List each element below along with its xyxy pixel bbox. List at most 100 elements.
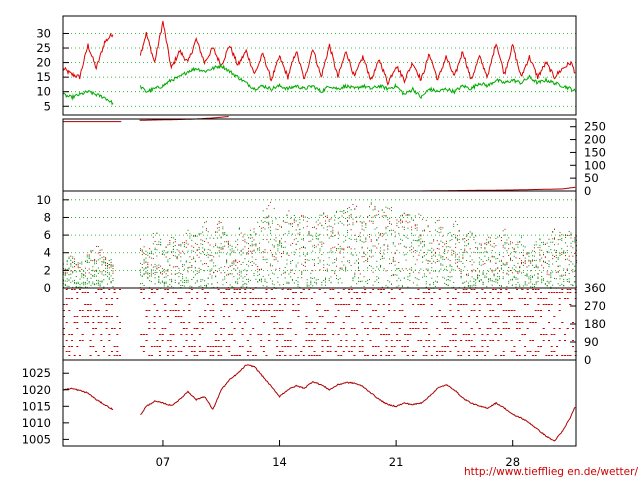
direction-point	[489, 310, 492, 311]
wind-point	[83, 277, 85, 279]
wind-point	[154, 249, 156, 250]
wind-point	[149, 252, 151, 254]
direction-point	[404, 346, 407, 347]
wind-ytick-label: 6	[44, 228, 51, 242]
wind-point	[315, 283, 317, 285]
wind-point	[568, 234, 570, 236]
wind-point	[165, 273, 167, 275]
wind-point	[259, 280, 260, 281]
wind-point	[326, 263, 328, 265]
wind-point	[383, 244, 385, 246]
direction-point	[340, 298, 343, 299]
wind-point	[299, 222, 301, 224]
wind-point	[414, 250, 416, 251]
wind-point	[358, 266, 359, 268]
wind-point	[451, 239, 453, 241]
wind-point	[174, 241, 176, 243]
wind-point	[370, 240, 372, 242]
wind-point	[268, 274, 270, 276]
wind-point	[445, 246, 447, 248]
wind-point	[374, 207, 376, 209]
wind-point	[200, 253, 202, 255]
wind-point	[414, 277, 416, 279]
wind-point	[209, 269, 211, 271]
wind-point	[145, 271, 147, 273]
direction-point	[73, 355, 76, 356]
wind-point	[352, 224, 354, 226]
credit-link[interactable]: http://www.tiefflieg en.de/wetter/	[464, 466, 639, 478]
wind-point	[510, 259, 511, 261]
wind-point	[550, 273, 552, 275]
wind-point	[475, 282, 477, 284]
direction-point	[409, 298, 412, 299]
direction-point	[353, 340, 356, 341]
wind-point	[502, 276, 504, 278]
wind-point	[552, 254, 554, 256]
direction-point	[561, 292, 564, 293]
wind-point	[460, 277, 462, 279]
direction-point	[489, 304, 492, 305]
wind-point	[312, 238, 314, 240]
wind-point	[572, 285, 574, 287]
wind-point	[145, 250, 147, 252]
direction-point	[316, 310, 319, 311]
wind-point	[444, 249, 446, 251]
wind-point	[312, 259, 314, 261]
wind-point	[557, 239, 559, 241]
wind-point	[345, 236, 347, 238]
wind-point	[358, 262, 359, 264]
wind-point	[442, 276, 444, 278]
wind-point	[392, 243, 394, 245]
direction-point	[76, 322, 79, 323]
wind-point	[561, 234, 563, 236]
wind-point	[145, 257, 147, 259]
direction-point	[481, 351, 484, 352]
direction-point	[460, 340, 463, 341]
wind-point	[425, 286, 427, 288]
wind-point	[453, 223, 455, 225]
wind-point	[211, 277, 213, 279]
direction-point	[220, 292, 223, 293]
wind-point	[376, 239, 378, 240]
wind-point	[147, 264, 149, 265]
wind-point	[389, 222, 391, 224]
wind-point	[363, 241, 365, 243]
wind-point	[180, 280, 182, 282]
wind-point	[484, 251, 486, 253]
direction-point	[401, 292, 404, 293]
direction-point	[510, 351, 513, 352]
direction-point	[542, 334, 545, 335]
wind-point	[218, 255, 220, 257]
direction-point	[198, 322, 201, 323]
direction-point	[81, 334, 84, 335]
wind-point	[378, 277, 380, 279]
wind-point	[401, 226, 403, 228]
wind-point	[185, 261, 187, 263]
wind-point	[420, 241, 422, 243]
wind-point	[284, 246, 286, 248]
wind-point	[517, 241, 519, 243]
wind-point	[517, 278, 519, 280]
direction-point	[425, 292, 428, 293]
wind-point	[204, 263, 206, 264]
direction-point	[153, 328, 156, 329]
wind-point	[149, 256, 151, 258]
direction-point	[273, 328, 276, 329]
wind-point	[273, 284, 275, 286]
wind-point	[444, 268, 446, 270]
wind-point	[251, 245, 253, 247]
wind-point	[423, 229, 425, 231]
wind-point	[385, 216, 387, 218]
wind-point	[306, 259, 308, 261]
wind-point	[475, 284, 477, 286]
wind-point	[218, 227, 220, 229]
wind-point	[345, 217, 347, 219]
wind-point	[90, 259, 92, 261]
direction-point	[444, 346, 447, 347]
wind-point	[477, 276, 479, 278]
wind-point	[279, 240, 281, 242]
direction-point	[454, 340, 457, 341]
direction-point	[190, 334, 193, 335]
wind-point	[257, 266, 259, 267]
wind-panel-frame	[62, 190, 577, 289]
